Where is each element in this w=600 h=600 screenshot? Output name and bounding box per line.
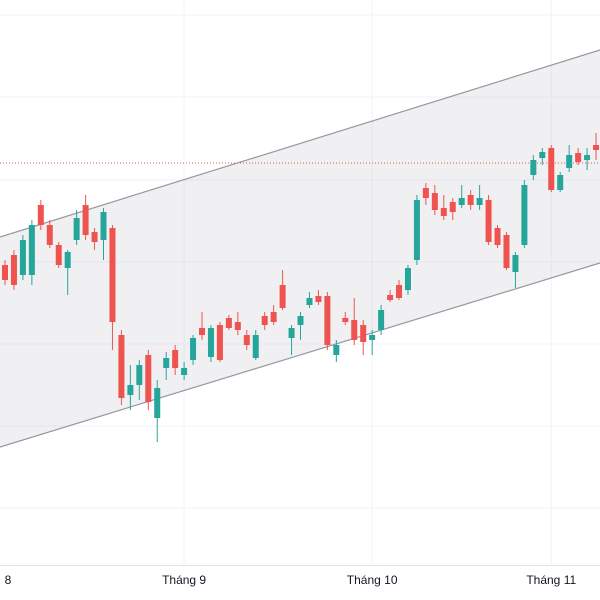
candle-body xyxy=(10,255,17,285)
candle-body xyxy=(369,335,376,340)
candle-body xyxy=(306,298,313,305)
candle-body xyxy=(593,145,600,150)
candle-body xyxy=(172,350,179,368)
candle-body xyxy=(584,155,591,160)
candle-body xyxy=(485,200,492,242)
x-tick-label: Tháng 10 xyxy=(347,573,398,587)
candle-body xyxy=(28,225,35,275)
candle-body xyxy=(360,325,367,342)
candle-body xyxy=(396,285,403,298)
candle-body xyxy=(207,328,214,357)
candle-body xyxy=(234,322,241,330)
candle-body xyxy=(378,310,385,330)
candle-body xyxy=(19,240,26,275)
candle-body xyxy=(503,235,510,268)
candle-body xyxy=(64,252,71,268)
channel-line xyxy=(0,49,600,238)
candle-body xyxy=(243,335,250,345)
candle-body xyxy=(512,255,519,272)
candle-body xyxy=(261,316,268,325)
candle-body xyxy=(422,188,429,198)
candle-body xyxy=(199,328,206,335)
candle-body xyxy=(73,218,80,240)
candle-body xyxy=(351,320,358,340)
candle-body xyxy=(190,338,197,360)
channel-line xyxy=(0,262,600,448)
candle-body xyxy=(55,245,62,265)
candle-body xyxy=(118,335,125,398)
candle-body xyxy=(288,328,295,338)
candle-body xyxy=(145,355,152,402)
candle-body xyxy=(2,265,8,280)
candle-body xyxy=(315,296,322,302)
candle-body xyxy=(440,208,447,216)
candle-body xyxy=(163,358,170,368)
candle-body xyxy=(566,155,573,168)
channel-fill xyxy=(0,50,600,447)
candle-body xyxy=(127,385,134,395)
candle-body xyxy=(297,316,304,325)
candle-body xyxy=(324,296,331,345)
candle-body xyxy=(539,152,546,158)
candle-body xyxy=(252,335,259,358)
candle-body xyxy=(342,318,349,322)
candle-body xyxy=(333,345,340,355)
candle-body xyxy=(467,195,474,205)
candle-body xyxy=(476,198,483,205)
x-tick-label: Tháng 9 xyxy=(162,573,206,587)
candle-body xyxy=(413,200,420,260)
candle-body xyxy=(136,365,143,385)
candle-body xyxy=(431,193,438,210)
candle-body xyxy=(270,312,277,322)
candle-body xyxy=(494,228,501,245)
candle-body xyxy=(37,205,44,225)
candle-body xyxy=(225,318,232,328)
candle-body xyxy=(154,388,161,418)
candle-body xyxy=(91,232,98,242)
candle-body xyxy=(404,268,411,290)
candle-body xyxy=(82,205,89,235)
candle-body xyxy=(530,160,537,175)
candle-body xyxy=(100,212,107,240)
candle-body xyxy=(449,202,456,212)
candle-body xyxy=(575,153,582,162)
candle-body xyxy=(46,225,53,245)
candle-body xyxy=(557,175,564,190)
candle-body xyxy=(521,185,528,245)
candle-body xyxy=(387,295,394,300)
x-tick-label: 8 xyxy=(5,573,12,587)
candle-body xyxy=(279,285,286,308)
candle-body xyxy=(548,148,555,190)
candle-body xyxy=(216,325,223,360)
candle-body xyxy=(109,228,116,322)
candle-body xyxy=(181,368,188,375)
candle-body xyxy=(458,198,465,205)
x-tick-label: Tháng 11 xyxy=(526,573,576,587)
